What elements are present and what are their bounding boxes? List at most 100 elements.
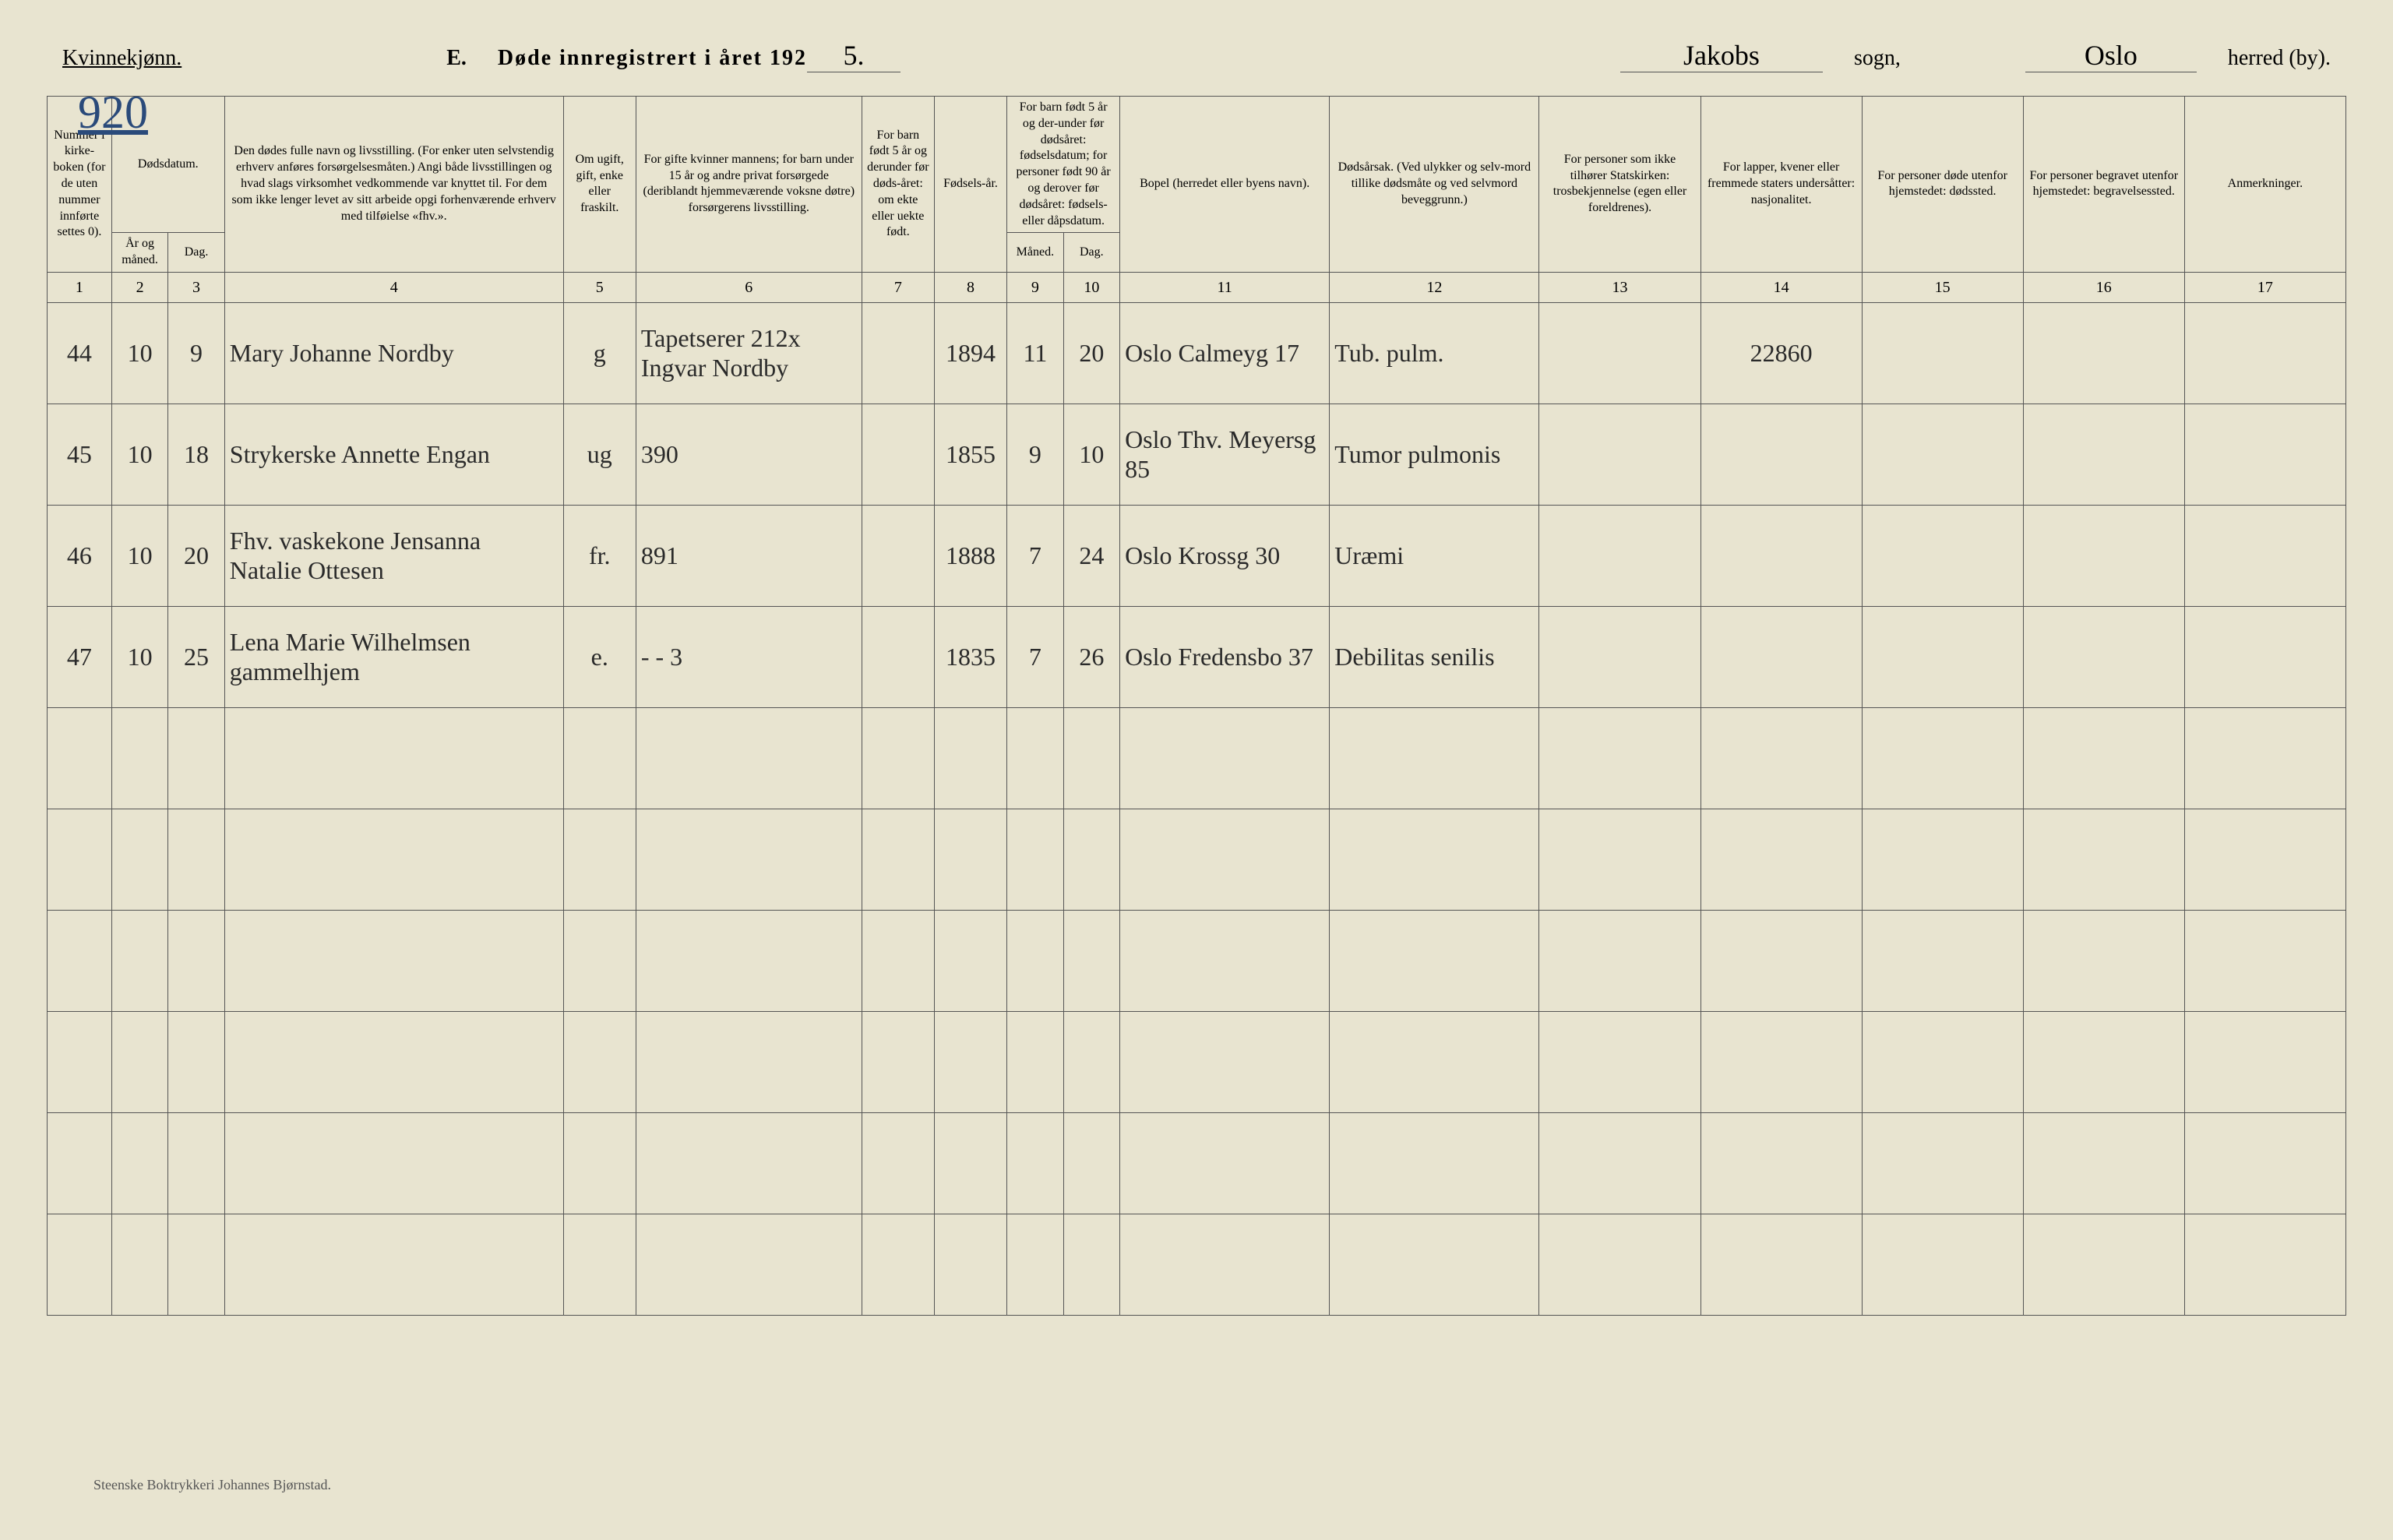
empty-cell bbox=[563, 1214, 636, 1315]
cell-anm bbox=[2184, 505, 2345, 606]
empty-cell bbox=[1330, 707, 1539, 809]
col-num: 6 bbox=[636, 272, 862, 302]
cell-dag: 20 bbox=[168, 505, 224, 606]
empty-cell bbox=[1539, 1214, 1700, 1315]
empty-cell bbox=[111, 1214, 167, 1315]
cell-dag: 25 bbox=[168, 606, 224, 707]
empty-cell bbox=[1862, 1011, 2023, 1112]
cell-ekte bbox=[862, 302, 934, 404]
cell-num: 44 bbox=[48, 302, 112, 404]
col-header: Om ugift, gift, enke eller fraskilt. bbox=[563, 97, 636, 273]
empty-cell bbox=[934, 809, 1006, 910]
empty-cell bbox=[168, 1112, 224, 1214]
herred-value: Oslo bbox=[2025, 39, 2197, 72]
cell-num: 45 bbox=[48, 404, 112, 505]
empty-cell bbox=[1120, 1011, 1330, 1112]
empty-cell bbox=[1007, 1011, 1063, 1112]
cell-faar: 1855 bbox=[934, 404, 1006, 505]
cell-bsted bbox=[2023, 404, 2184, 505]
cell-maaned: 10 bbox=[111, 505, 167, 606]
empty-cell bbox=[1700, 910, 1862, 1011]
empty-cell bbox=[1700, 1214, 1862, 1315]
empty-cell bbox=[2023, 1112, 2184, 1214]
empty-cell bbox=[1007, 809, 1063, 910]
cell-tro bbox=[1539, 606, 1700, 707]
empty-cell bbox=[1539, 910, 1700, 1011]
col-num: 8 bbox=[934, 272, 1006, 302]
cell-bopel: Oslo Fredensbo 37 bbox=[1120, 606, 1330, 707]
empty-cell bbox=[224, 1214, 563, 1315]
empty-cell bbox=[48, 1214, 112, 1315]
empty-cell bbox=[636, 910, 862, 1011]
empty-cell bbox=[224, 809, 563, 910]
table-row: 461020Fhv. vaskekone Jensanna Natalie Ot… bbox=[48, 505, 2346, 606]
empty-cell bbox=[1700, 1011, 1862, 1112]
cell-navn: Lena Marie Wilhelmsen gammelhjem bbox=[224, 606, 563, 707]
cell-tro bbox=[1539, 302, 1700, 404]
empty-cell bbox=[636, 1112, 862, 1214]
cell-ekte bbox=[862, 606, 934, 707]
cell-forsorger: Tapetserer 212x Ingvar Nordby bbox=[636, 302, 862, 404]
empty-cell bbox=[2023, 707, 2184, 809]
empty-cell bbox=[1063, 1011, 1119, 1112]
empty-cell bbox=[563, 707, 636, 809]
cell-forsorger: 390 bbox=[636, 404, 862, 505]
cell-dsted bbox=[1862, 302, 2023, 404]
cell-bsted bbox=[2023, 505, 2184, 606]
cell-ekte bbox=[862, 404, 934, 505]
col-header: For lapper, kvener eller fremmede stater… bbox=[1700, 97, 1862, 273]
empty-cell bbox=[1700, 809, 1862, 910]
empty-cell bbox=[111, 910, 167, 1011]
empty-cell bbox=[168, 1214, 224, 1315]
cell-fdag: 10 bbox=[1063, 404, 1119, 505]
empty-cell bbox=[1862, 1112, 2023, 1214]
table-body: 44109Mary Johanne NordbygTapetserer 212x… bbox=[48, 302, 2346, 1315]
cell-dsted bbox=[1862, 505, 2023, 606]
col-header: Bopel (herredet eller byens navn). bbox=[1120, 97, 1330, 273]
empty-cell bbox=[563, 910, 636, 1011]
table-row: 451018Strykerske Annette Enganug39018559… bbox=[48, 404, 2346, 505]
year-suffix: 5. bbox=[807, 39, 900, 72]
empty-cell bbox=[636, 1214, 862, 1315]
col-num: 2 bbox=[111, 272, 167, 302]
col-header: For gifte kvinner mannens; for barn unde… bbox=[636, 97, 862, 273]
herred-label: herred (by). bbox=[2228, 46, 2331, 71]
cell-forsorger: 891 bbox=[636, 505, 862, 606]
cell-dsted bbox=[1862, 404, 2023, 505]
cell-dag: 9 bbox=[168, 302, 224, 404]
col-num: 4 bbox=[224, 272, 563, 302]
empty-cell bbox=[1120, 910, 1330, 1011]
cell-fmnd: 11 bbox=[1007, 302, 1063, 404]
empty-cell bbox=[2184, 910, 2345, 1011]
empty-cell bbox=[1539, 1112, 1700, 1214]
cell-num: 46 bbox=[48, 505, 112, 606]
col-header: Anmerkninger. bbox=[2184, 97, 2345, 273]
empty-cell bbox=[111, 809, 167, 910]
empty-cell bbox=[1063, 1214, 1119, 1315]
empty-cell bbox=[1120, 1112, 1330, 1214]
table-row: 44109Mary Johanne NordbygTapetserer 212x… bbox=[48, 302, 2346, 404]
empty-cell bbox=[1862, 910, 2023, 1011]
col-header: Dødsårsak. (Ved ulykker og selv-mord til… bbox=[1330, 97, 1539, 273]
col-header: For barn født 5 år og der-under før døds… bbox=[1007, 97, 1120, 233]
title-prefix: Døde innregistrert i året 192 bbox=[498, 46, 807, 70]
cell-tro bbox=[1539, 404, 1700, 505]
cell-fmnd: 7 bbox=[1007, 606, 1063, 707]
empty-cell bbox=[48, 707, 112, 809]
empty-cell bbox=[1862, 809, 2023, 910]
empty-cell bbox=[2184, 1112, 2345, 1214]
empty-cell bbox=[934, 707, 1006, 809]
ledger-table: Nummer i kirke-boken (for de uten nummer… bbox=[47, 96, 2346, 1316]
empty-cell bbox=[636, 1011, 862, 1112]
empty-cell bbox=[1120, 1214, 1330, 1315]
cell-navn: Mary Johanne Nordby bbox=[224, 302, 563, 404]
col-num: 15 bbox=[1862, 272, 2023, 302]
empty-cell bbox=[1330, 910, 1539, 1011]
empty-cell bbox=[934, 1112, 1006, 1214]
cell-anm bbox=[2184, 404, 2345, 505]
empty-cell bbox=[1330, 1112, 1539, 1214]
empty-cell bbox=[2184, 1214, 2345, 1315]
empty-cell bbox=[1700, 1112, 1862, 1214]
cell-maaned: 10 bbox=[111, 404, 167, 505]
empty-cell bbox=[224, 1011, 563, 1112]
